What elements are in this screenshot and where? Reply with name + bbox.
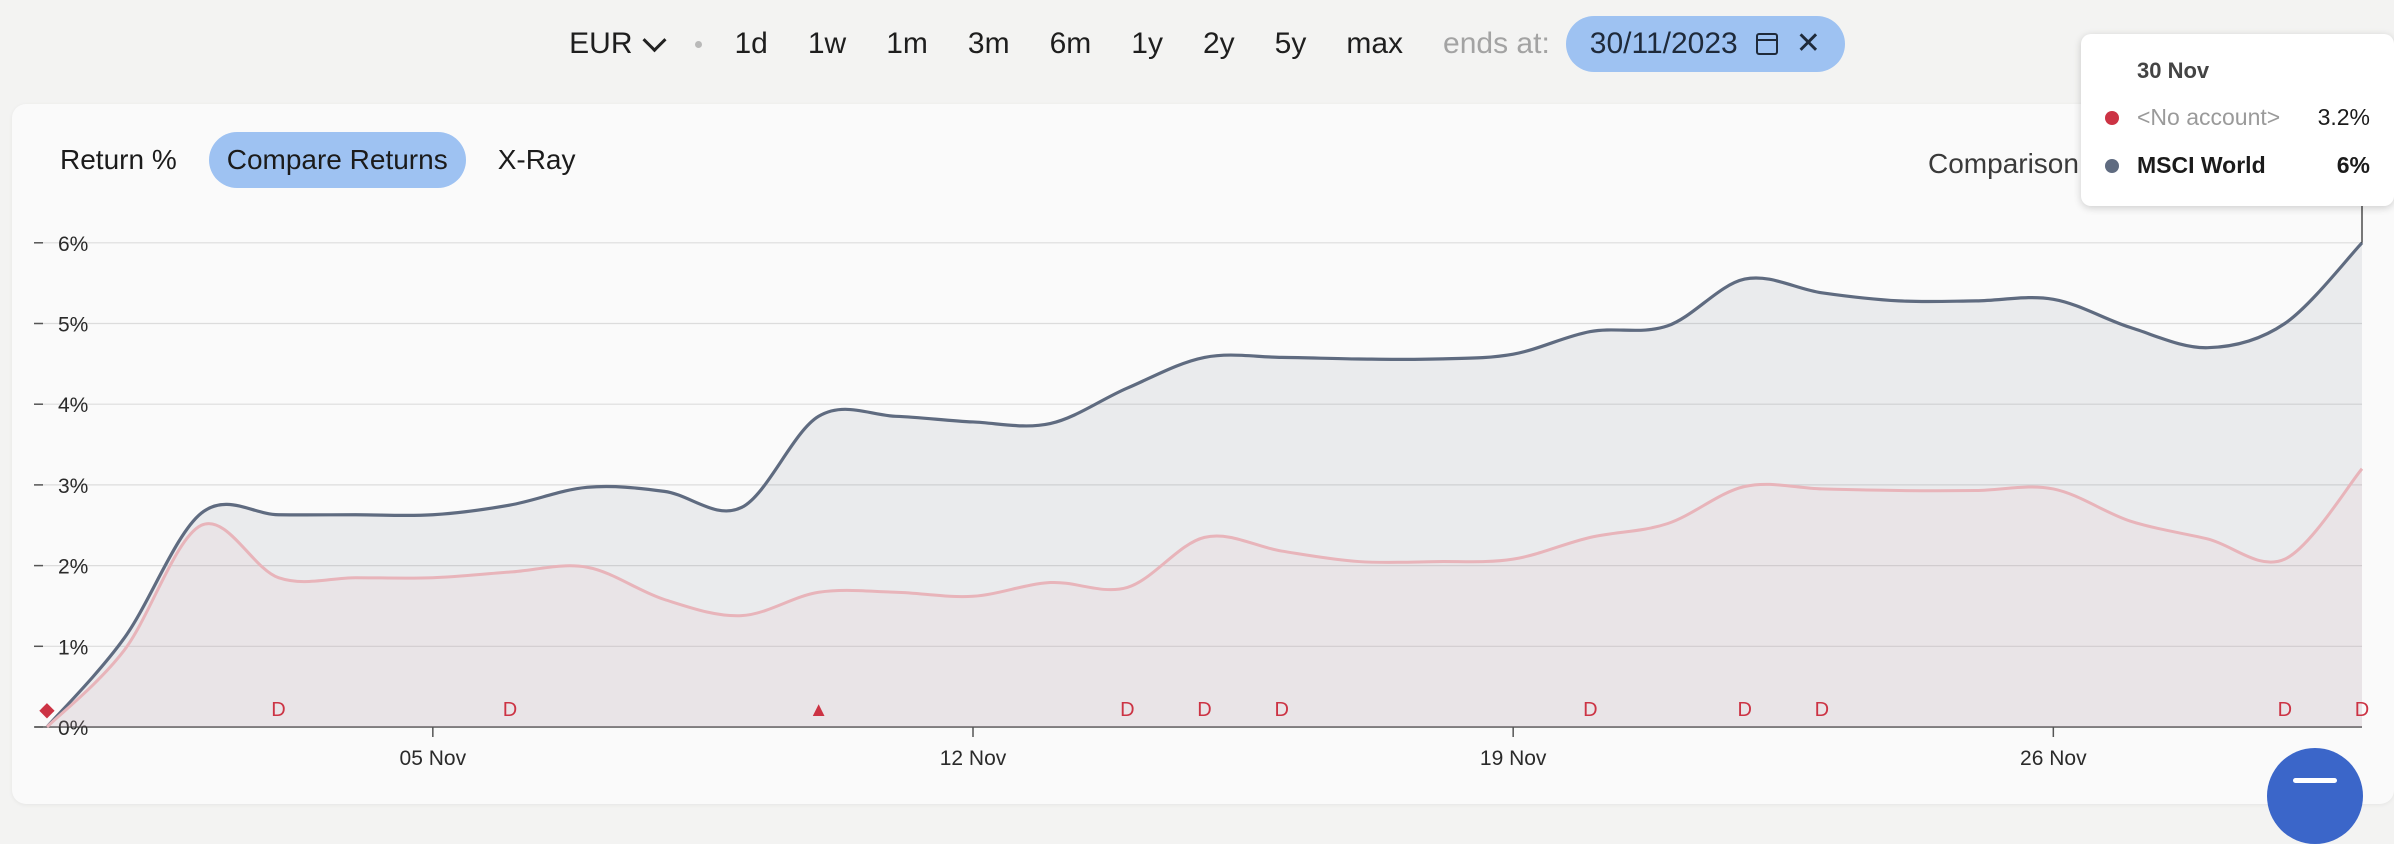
event-marker: D bbox=[503, 699, 517, 721]
tooltip-row-account: <No account> 3.2% bbox=[2105, 104, 2370, 131]
series-area-msci-world bbox=[47, 242, 2362, 728]
calendar-icon[interactable] bbox=[1755, 33, 1778, 55]
currency-label: EUR bbox=[569, 27, 633, 60]
comparison-select[interactable]: Comparison bbox=[1928, 148, 2079, 179]
tab-compare-returns[interactable]: Compare Returns bbox=[208, 132, 466, 188]
x-tick-label: 19 Nov bbox=[1480, 747, 1547, 770]
series-area-no-account bbox=[47, 468, 2362, 727]
y-tick-label: 4% bbox=[58, 394, 88, 417]
event-marker: D bbox=[1274, 699, 1288, 721]
series-dot-icon bbox=[2105, 158, 2119, 173]
tab-x-ray[interactable]: X-Ray bbox=[497, 144, 576, 175]
range-2y-button[interactable]: 2y bbox=[1202, 27, 1235, 60]
range-1y-button[interactable]: 1y bbox=[1131, 27, 1163, 60]
chart-tooltip: 30 Nov <No account> 3.2% MSCI World 6% bbox=[2081, 34, 2394, 206]
event-marker: D bbox=[2278, 699, 2292, 721]
currency-select[interactable]: EUR bbox=[549, 27, 683, 61]
ends-at-label: ends at: bbox=[1443, 27, 1550, 60]
tooltip-series-name: MSCI World bbox=[2137, 152, 2266, 178]
event-marker: ▲ bbox=[809, 699, 829, 721]
series-line-no-account bbox=[45, 467, 2364, 729]
y-tick-label: 1% bbox=[58, 636, 88, 659]
y-tick-label: 6% bbox=[58, 233, 88, 256]
tooltip-series-value: 3.2% bbox=[2317, 104, 2370, 130]
event-marker: D bbox=[271, 699, 285, 721]
x-tick-label: 26 Nov bbox=[2020, 747, 2087, 770]
chart-card: Return % Compare Returns X-Ray Compariso… bbox=[12, 104, 2394, 804]
separator-dot bbox=[695, 40, 703, 48]
y-tick-label: 2% bbox=[58, 556, 88, 579]
tab-return-percent[interactable]: Return % bbox=[60, 144, 177, 175]
y-tick-label: 5% bbox=[58, 314, 88, 337]
end-date-field[interactable]: 30/11/2023 ✕ bbox=[1565, 16, 1845, 72]
range-1d-button[interactable]: 1d bbox=[734, 27, 768, 60]
tooltip-series-name: <No account> bbox=[2137, 104, 2281, 130]
returns-chart: 0% 1% 2% 3% 4% 5% 6% 05 Nov 12 Nov 19 Nov 26 Nov ◆ D… bbox=[34, 200, 2369, 770]
menu-icon bbox=[2293, 778, 2337, 783]
event-marker: D bbox=[1583, 699, 1597, 721]
toolbar: EUR 1d 1w 1m 3m 6m 1y 2y 5y max ends at:… bbox=[0, 0, 2394, 88]
event-marker: D bbox=[1737, 699, 1751, 721]
menu-fab-button[interactable] bbox=[2267, 748, 2363, 844]
tooltip-series-value: 6% bbox=[2336, 152, 2370, 178]
tooltip-date: 30 Nov bbox=[2137, 58, 2210, 83]
event-marker: D bbox=[1815, 699, 1829, 721]
y-tick-label: 0% bbox=[58, 717, 88, 740]
series-dot-icon bbox=[2105, 110, 2119, 125]
y-tick-label: 3% bbox=[58, 475, 88, 498]
view-tabs: Return % Compare Returns X-Ray bbox=[42, 132, 594, 188]
tooltip-row-msci: MSCI World 6% bbox=[2105, 152, 2370, 179]
range-6m-button[interactable]: 6m bbox=[1049, 27, 1092, 60]
x-tick-label: 12 Nov bbox=[940, 747, 1007, 770]
range-3m-button[interactable]: 3m bbox=[967, 27, 1010, 60]
range-1w-button[interactable]: 1w bbox=[807, 27, 847, 60]
series-line-msci-world bbox=[45, 241, 2364, 729]
event-marker: D bbox=[1120, 699, 1134, 721]
range-5y-button[interactable]: 5y bbox=[1274, 27, 1307, 60]
range-max-button[interactable]: max bbox=[1346, 27, 1404, 60]
end-date-value: 30/11/2023 bbox=[1589, 27, 1738, 60]
range-1m-button[interactable]: 1m bbox=[886, 27, 928, 60]
x-tick-label: 05 Nov bbox=[400, 747, 467, 770]
event-marker: D bbox=[1197, 699, 1211, 721]
event-marker: D bbox=[2355, 699, 2369, 721]
close-icon[interactable]: ✕ bbox=[1795, 27, 1821, 60]
event-marker: ◆ bbox=[39, 699, 55, 721]
